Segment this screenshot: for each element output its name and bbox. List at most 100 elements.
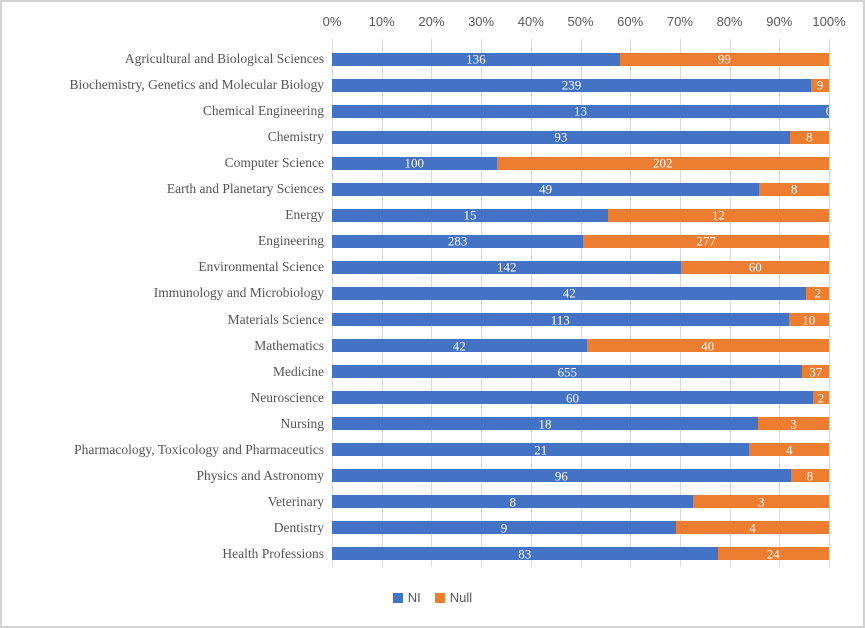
bar-value-label-null: 277 bbox=[696, 234, 716, 248]
bar-value-label-ni: 49 bbox=[539, 182, 553, 196]
bar-value-label-null: 9 bbox=[816, 78, 824, 92]
bar-segment-ni bbox=[332, 156, 497, 170]
bar-value-label-null: 3 bbox=[790, 417, 797, 431]
bar-row: 142 60 bbox=[332, 260, 829, 274]
bar-value-label-ni: 8 bbox=[509, 495, 516, 509]
bar-row: 655 37 bbox=[332, 365, 829, 379]
category-label: Agricultural and Biological Sciences bbox=[124, 51, 324, 67]
bar-segment-null bbox=[802, 365, 829, 379]
legend-label-null: Null bbox=[449, 590, 473, 605]
bar-segment-null bbox=[681, 260, 829, 274]
bar-segment-null bbox=[806, 286, 829, 300]
bar-segment-null bbox=[676, 521, 829, 535]
x-axis-tick-label: 80% bbox=[716, 14, 743, 29]
x-axis-tick-label: 30% bbox=[468, 14, 495, 29]
bar-segment-ni bbox=[332, 313, 789, 327]
x-axis-tick-label: 60% bbox=[617, 14, 644, 29]
bar-row: 83 24 bbox=[332, 547, 829, 561]
bar-segment-ni bbox=[332, 182, 760, 196]
bar-segment-ni bbox=[332, 339, 587, 353]
bar-segment-ni bbox=[332, 234, 584, 248]
bar-segment-ni bbox=[332, 521, 677, 535]
x-axis-tick-label: 100% bbox=[812, 14, 846, 29]
x-axis-tick-label: 40% bbox=[517, 14, 544, 29]
bar-value-label-ni: 655 bbox=[557, 365, 577, 379]
bar-segment-null bbox=[758, 417, 829, 431]
bar-value-label-null: 8 bbox=[806, 469, 814, 483]
x-axis-tick-label: 0% bbox=[322, 14, 342, 29]
bar-segment-ni bbox=[332, 443, 750, 457]
bar-value-label-ni: 60 bbox=[565, 391, 579, 405]
category-label: Chemistry bbox=[267, 129, 324, 145]
bar-segment-null bbox=[810, 78, 829, 92]
gridline bbox=[729, 39, 731, 567]
category-label: Environmental Science bbox=[198, 259, 324, 275]
legend-swatch-ni-icon bbox=[392, 592, 403, 603]
bar-segment-ni bbox=[332, 469, 791, 483]
bar-value-label-null: 60 bbox=[748, 260, 762, 274]
bar-segment-ni bbox=[332, 547, 718, 561]
bar-value-label-ni: 93 bbox=[554, 130, 568, 144]
bar-segment-null bbox=[812, 391, 829, 405]
category-label: Medicine bbox=[273, 363, 324, 379]
bar-value-label-ni: 142 bbox=[496, 260, 517, 274]
gridline bbox=[779, 39, 781, 567]
gridline bbox=[481, 39, 483, 567]
gridline bbox=[381, 39, 383, 567]
bar-segment-ni bbox=[332, 208, 609, 222]
bar-value-label-null: 4 bbox=[785, 443, 793, 457]
category-label: Pharmacology, Toxicology and Pharmaceuti… bbox=[74, 441, 324, 457]
x-axis-tick-label: 20% bbox=[418, 14, 445, 29]
bar-segment-null bbox=[583, 234, 829, 248]
category-label: Earth and Planetary Sciences bbox=[166, 181, 324, 197]
bar-row: 49 8 bbox=[332, 182, 829, 196]
bar-value-label-null: 99 bbox=[717, 52, 731, 66]
bar-value-label-null: 37 bbox=[809, 365, 823, 379]
bar-value-label-null: 4 bbox=[749, 521, 756, 535]
bar-value-label-ni: 18 bbox=[538, 417, 552, 431]
legend-label-ni: NI bbox=[407, 590, 421, 605]
bar-value-label-ni: 83 bbox=[518, 547, 532, 561]
bar-segment-ni bbox=[332, 391, 813, 405]
gridline bbox=[630, 39, 632, 567]
category-label: Nursing bbox=[280, 415, 325, 431]
bar-row: 18 3 bbox=[332, 417, 829, 431]
bar-row: 42 2 bbox=[332, 286, 829, 300]
bar-row: 13 0 bbox=[332, 104, 829, 118]
bar-value-label-ni: 136 bbox=[466, 52, 486, 66]
bar-value-label-ni: 113 bbox=[550, 313, 570, 327]
bar-row: 42 40 bbox=[332, 339, 829, 353]
bar-value-label-ni: 21 bbox=[534, 443, 548, 457]
bar-row: 15 12 bbox=[332, 208, 829, 222]
gridline bbox=[431, 39, 433, 567]
category-label: Dentistry bbox=[273, 519, 324, 535]
x-axis-tick-label: 90% bbox=[766, 14, 793, 29]
gridline bbox=[829, 39, 830, 567]
category-label: Physics and Astronomy bbox=[196, 467, 324, 483]
bar-segment-null bbox=[717, 547, 829, 561]
bar-value-label-ni: 96 bbox=[554, 469, 568, 483]
bar-segment-null bbox=[586, 339, 829, 353]
bar-value-label-null: 40 bbox=[701, 339, 715, 353]
legend: NI Null bbox=[2, 590, 863, 605]
bar-segment-ni bbox=[332, 104, 829, 118]
gridline bbox=[679, 39, 681, 567]
category-label: Computer Science bbox=[224, 155, 324, 171]
bar-row: 93 8 bbox=[332, 130, 829, 144]
bar-value-label-ni: 283 bbox=[447, 234, 468, 248]
bar-value-label-ni: 9 bbox=[500, 521, 508, 535]
bar-segment-ni bbox=[332, 417, 758, 431]
x-axis-tick-label: 50% bbox=[567, 14, 594, 29]
category-label: Veterinary bbox=[267, 493, 324, 509]
bar-row: 60 2 bbox=[332, 391, 829, 405]
bar-value-label-null: 12 bbox=[712, 208, 726, 222]
bar-value-label-null: 3 bbox=[757, 495, 765, 509]
bar-segment-null bbox=[619, 52, 829, 66]
gridline bbox=[580, 39, 582, 567]
bar-segment-ni bbox=[332, 286, 807, 300]
bar-segment-ni bbox=[332, 365, 803, 379]
category-label: Neuroscience bbox=[250, 389, 324, 405]
bar-value-label-ni: 100 bbox=[404, 156, 425, 170]
